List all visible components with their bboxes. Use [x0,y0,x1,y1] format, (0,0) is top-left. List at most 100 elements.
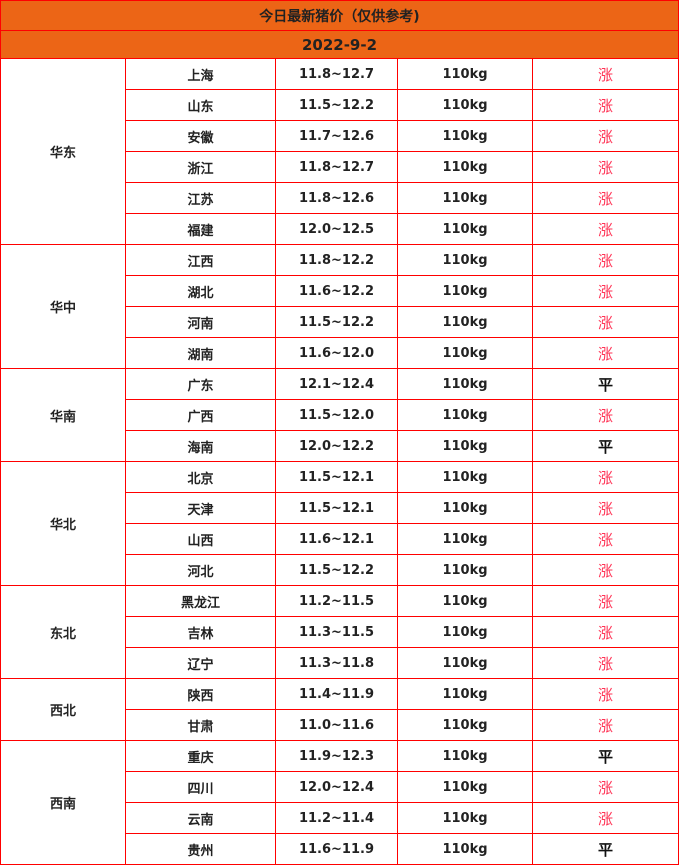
weight-cell: 110kg [397,213,533,245]
table-date: 2022-9-2 [0,30,679,59]
weight-cell: 110kg [397,709,533,741]
weight-cell: 110kg [397,306,533,338]
trend-cell: 涨 [532,399,679,431]
trend-cell: 涨 [532,554,679,586]
region-cell: 华中 [0,244,126,369]
weight-cell: 110kg [397,399,533,431]
table-row: 山西 11.6~12.1 110kg 涨 [1,523,679,555]
price-cell: 11.6~12.2 [275,275,398,307]
trend-cell: 涨 [532,89,679,121]
table-row: 甘肃 11.0~11.6 110kg 涨 [1,709,679,741]
province-cell: 陕西 [125,678,276,710]
weight-cell: 110kg [397,833,533,865]
trend-cell: 涨 [532,151,679,183]
price-cell: 11.8~12.2 [275,244,398,276]
weight-cell: 110kg [397,492,533,524]
price-cell: 11.3~11.5 [275,616,398,648]
province-cell: 山西 [125,523,276,555]
table-row: 东北 黑龙江 11.2~11.5 110kg 涨 [0,585,679,679]
trend-cell: 涨 [532,678,679,710]
province-cell: 重庆 [125,740,276,772]
trend-cell: 涨 [532,306,679,338]
trend-cell: 涨 [532,461,679,493]
table-row: 贵州 11.6~11.9 110kg 平 [1,833,679,865]
trend-cell: 涨 [532,709,679,741]
price-cell: 12.0~12.5 [275,213,398,245]
table-row: 山东 11.5~12.2 110kg 涨 [1,89,679,121]
price-cell: 11.5~12.2 [275,306,398,338]
price-cell: 12.0~12.2 [275,430,398,462]
trend-cell: 涨 [532,647,679,679]
province-cell: 浙江 [125,151,276,183]
weight-cell: 110kg [397,678,533,710]
trend-cell: 涨 [532,585,679,617]
weight-cell: 110kg [397,616,533,648]
province-cell: 甘肃 [125,709,276,741]
province-cell: 江西 [125,244,276,276]
province-cell: 贵州 [125,833,276,865]
trend-cell: 涨 [532,337,679,369]
province-cell: 云南 [125,802,276,834]
table-row: 云南 11.2~11.4 110kg 涨 [1,802,679,834]
price-cell: 11.8~12.7 [275,151,398,183]
weight-cell: 110kg [397,461,533,493]
weight-cell: 110kg [397,523,533,555]
price-cell: 11.4~11.9 [275,678,398,710]
price-cell: 11.6~12.1 [275,523,398,555]
trend-cell: 涨 [532,120,679,152]
table-row: 吉林 11.3~11.5 110kg 涨 [1,616,679,648]
region-cell: 华东 [0,58,126,245]
weight-cell: 110kg [397,368,533,400]
price-cell: 11.5~12.2 [275,554,398,586]
province-cell: 北京 [125,461,276,493]
price-cell: 12.1~12.4 [275,368,398,400]
table-row: 华东 上海 11.8~12.7 110kg 涨 [0,58,679,245]
region-cell: 华北 [0,461,126,586]
trend-cell: 涨 [532,523,679,555]
price-cell: 11.6~12.0 [275,337,398,369]
price-cell: 11.2~11.5 [275,585,398,617]
table-row: 华南 广东 12.1~12.4 110kg 平 [0,368,679,462]
table-row: 福建 12.0~12.5 110kg 涨 [1,213,679,245]
price-cell: 11.5~12.2 [275,89,398,121]
trend-cell: 涨 [532,275,679,307]
province-cell: 辽宁 [125,647,276,679]
province-cell: 河南 [125,306,276,338]
province-cell: 广西 [125,399,276,431]
weight-cell: 110kg [397,802,533,834]
price-cell: 11.6~11.9 [275,833,398,865]
province-cell: 福建 [125,213,276,245]
trend-cell: 平 [532,430,679,462]
province-cell: 天津 [125,492,276,524]
table-row: 浙江 11.8~12.7 110kg 涨 [1,151,679,183]
weight-cell: 110kg [397,554,533,586]
trend-cell: 涨 [532,182,679,214]
region-cell: 西南 [0,740,126,865]
province-cell: 海南 [125,430,276,462]
weight-cell: 110kg [397,771,533,803]
price-cell: 11.5~12.0 [275,399,398,431]
table-row: 河北 11.5~12.2 110kg 涨 [1,554,679,586]
province-cell: 黑龙江 [125,585,276,617]
province-cell: 上海 [125,58,276,90]
trend-cell: 平 [532,368,679,400]
weight-cell: 110kg [397,120,533,152]
province-cell: 山东 [125,89,276,121]
table-row: 西南 重庆 11.9~12.3 110kg 平 [0,740,679,865]
table-row: 安徽 11.7~12.6 110kg 涨 [1,120,679,152]
price-cell: 11.9~12.3 [275,740,398,772]
region-cell: 东北 [0,585,126,679]
province-cell: 广东 [125,368,276,400]
table-row: 西北 陕西 11.4~11.9 110kg 涨 [0,678,679,741]
region-cell: 西北 [0,678,126,741]
price-cell: 11.8~12.6 [275,182,398,214]
province-cell: 四川 [125,771,276,803]
trend-cell: 涨 [532,771,679,803]
price-cell: 12.0~12.4 [275,771,398,803]
trend-cell: 涨 [532,244,679,276]
price-cell: 11.2~11.4 [275,802,398,834]
table-title: 今日最新猪价（仅供参考) [0,0,679,31]
region-cell: 华南 [0,368,126,462]
table-row: 江苏 11.8~12.6 110kg 涨 [1,182,679,214]
